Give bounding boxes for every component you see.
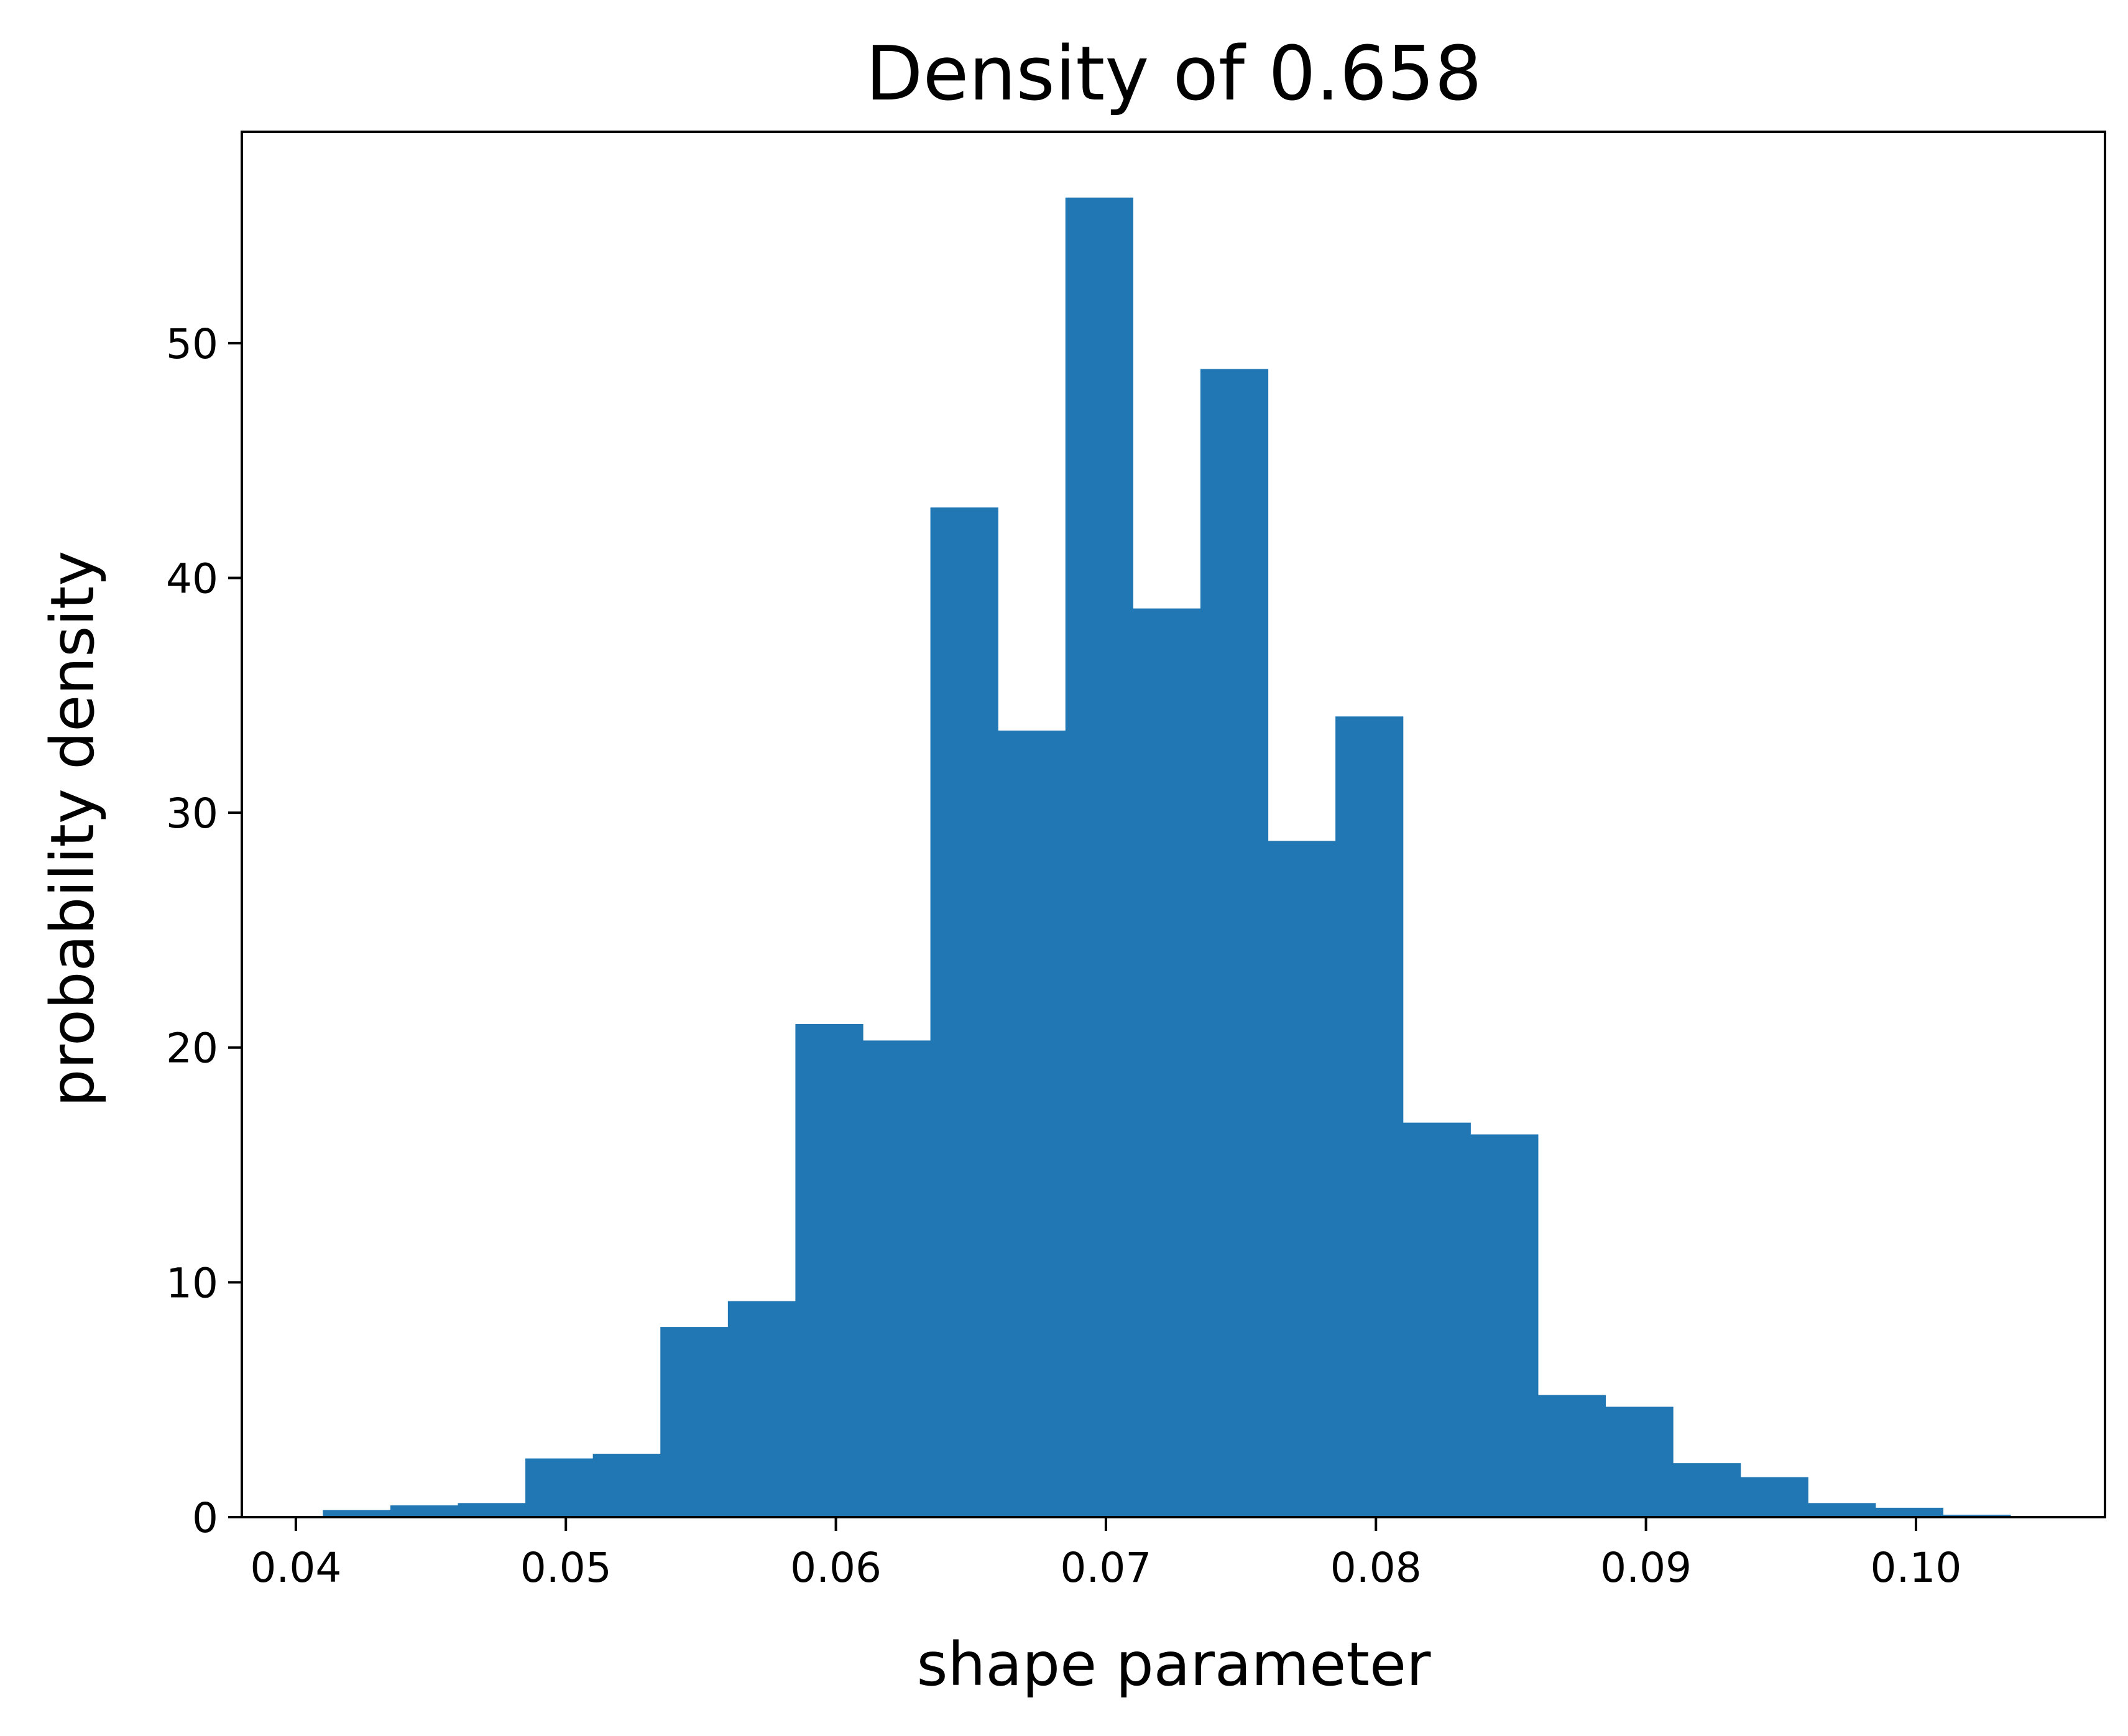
histogram-bar-14 [1200,369,1269,1518]
x-tick-label: 0.09 [1600,1544,1692,1592]
histogram-bar-17 [1403,1122,1471,1517]
histogram-bar-19 [1537,1395,1606,1517]
histogram-bar-15 [1268,841,1336,1517]
y-tick-label: 50 [166,320,218,368]
histogram-bar-16 [1335,716,1404,1517]
histogram-bar-6 [660,1327,729,1517]
histogram-bar-7 [727,1301,796,1517]
y-tick-label: 0 [192,1494,218,1542]
histogram-bar-12 [1065,197,1133,1517]
x-axis-ticks: 0.04 0.05 0.06 0.07 0.08 0.09 0.10 [250,1517,1961,1592]
histogram-bar-1 [323,1510,391,1517]
histogram-bar-3 [458,1503,526,1517]
x-axis-label: shape parameter [916,1630,1431,1699]
histogram-bar-10 [930,507,998,1517]
histogram-bar-2 [390,1505,459,1517]
histogram-bar-5 [592,1454,661,1517]
plot-frame [241,131,2106,1518]
x-tick-label: 0.06 [790,1544,882,1592]
histogram-bar-24 [1875,1507,1943,1517]
x-tick-label: 0.04 [250,1544,341,1592]
histogram-bar-20 [1605,1406,1674,1517]
bars-group [323,197,2011,1518]
y-tick-label: 20 [166,1025,218,1073]
histogram-bar-13 [1133,608,1201,1518]
histogram-bar-18 [1470,1134,1539,1517]
histogram-bar-22 [1740,1477,1808,1517]
histogram-bar-21 [1673,1463,1741,1517]
y-tick-label: 30 [166,790,218,838]
y-tick-label: 40 [166,555,218,603]
x-tick-label: 0.08 [1330,1544,1422,1592]
histogram-bar-23 [1808,1503,1876,1517]
x-tick-label: 0.07 [1060,1544,1151,1592]
histogram-bar-11 [998,730,1066,1517]
histogram-bar-4 [525,1458,594,1517]
histogram-bar-8 [795,1023,864,1517]
y-axis-label: probability density [38,551,108,1107]
x-tick-label: 0.10 [1870,1544,1961,1592]
y-tick-label: 10 [166,1259,218,1307]
chart-title: Density of 0.658 [865,31,1482,118]
x-tick-label: 0.05 [520,1544,612,1592]
y-axis-ticks: 0 10 20 30 40 50 [166,320,242,1542]
histogram-bar-9 [863,1040,931,1517]
